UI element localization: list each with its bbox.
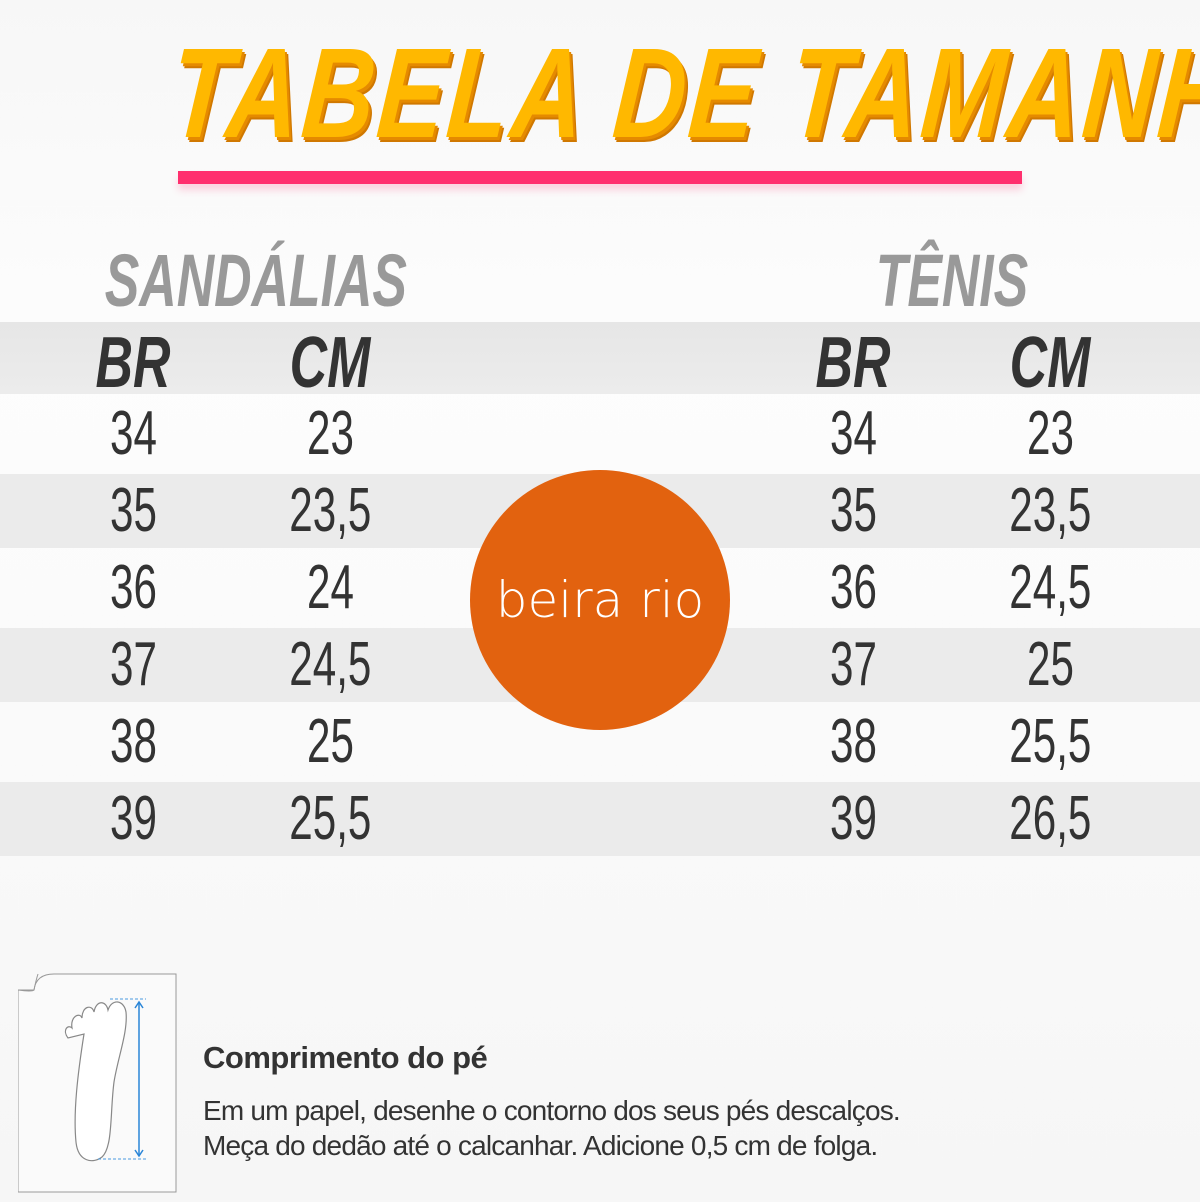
sandalias-table-cell-text: 24,5 — [288, 630, 372, 699]
title-text: TABELA DE TAMANHOS — [165, 22, 1200, 165]
tenis-table-cell-text: 39 — [829, 784, 877, 853]
sandalias-table-cell: 23 — [230, 398, 430, 469]
tenis-table-cell-text: 26,5 — [1008, 784, 1092, 853]
tenis-table-cell-text: 24,5 — [1008, 553, 1092, 622]
tenis-table-cell-text: 25,5 — [1008, 707, 1092, 776]
tenis-table-cell: 25,5 — [950, 706, 1150, 777]
sandalias-table-cell-text: 23,5 — [288, 476, 372, 545]
sandalias-label: SANDÁLIAS — [40, 238, 440, 322]
tenis-table-cell: 38 — [753, 706, 953, 777]
tenis-table-cell: 24,5 — [950, 552, 1150, 623]
sandalias-column-header-text: BR — [95, 323, 171, 403]
tenis-table-cell-text: 36 — [829, 553, 877, 622]
tenis-table-cell: 35 — [753, 475, 953, 546]
sandalias-table-cell-text: 23 — [306, 399, 354, 468]
tenis-label-text: TÊNIS — [875, 239, 1029, 322]
footer-line: Em um papel, desenhe o contorno dos seus… — [203, 1095, 901, 1126]
sandalias-table-cell: 25 — [230, 706, 430, 777]
sandalias-table-cell: 38 — [33, 706, 233, 777]
tenis-table-cell: 23 — [950, 398, 1150, 469]
tenis-table-cell: 37 — [753, 629, 953, 700]
sandalias-table-cell-text: 35 — [109, 476, 157, 545]
sandalias-table-cell: 23,5 — [230, 475, 430, 546]
sandalias-table-cell-text: 37 — [109, 630, 157, 699]
tenis-table-cell-text: 37 — [829, 630, 877, 699]
tenis-table-cell: 39 — [753, 783, 953, 854]
sandalias-table-cell-text: 38 — [109, 707, 157, 776]
sandalias-table-cell: 25,5 — [230, 783, 430, 854]
tenis-table-cell: 36 — [753, 552, 953, 623]
tenis-table-cell-text: 34 — [829, 399, 877, 468]
sandalias-table-cell-text: 36 — [109, 553, 157, 622]
tenis-table-cell-text: 23 — [1026, 399, 1074, 468]
foot-measure-icon — [18, 973, 177, 1193]
sandalias-table-cell-text: 25,5 — [288, 784, 372, 853]
footer-line: Meça do dedão até o calcanhar. Adicione … — [203, 1130, 878, 1161]
sandalias-table-cell: 36 — [33, 552, 233, 623]
header-band — [0, 322, 1200, 394]
tenis-table-cell: 34 — [753, 398, 953, 469]
tenis-table-cell-text: 25 — [1026, 630, 1074, 699]
sandalias-table-cell: 24,5 — [230, 629, 430, 700]
sandalias-table-cell: 24 — [230, 552, 430, 623]
sandalias-table-cell-text: 24 — [306, 553, 354, 622]
sandalias-table-cell-text: 34 — [109, 399, 157, 468]
footer-title: Comprimento do pé — [203, 1040, 488, 1075]
sandalias-table-cell: 34 — [33, 398, 233, 469]
tenis-column-header: CM — [950, 322, 1150, 404]
tenis-table-cell: 25 — [950, 629, 1150, 700]
sandalias-table-cell: 39 — [33, 783, 233, 854]
page-title: TABELA DE TAMANHOS — [0, 20, 1200, 165]
beira-rio-logo: beira rio — [470, 470, 730, 730]
sandalias-label-text: SANDÁLIAS — [104, 239, 407, 322]
tenis-table-cell: 26,5 — [950, 783, 1150, 854]
tenis-table-cell-text: 23,5 — [1008, 476, 1092, 545]
tenis-column-header-text: BR — [815, 323, 891, 403]
sandalias-table-cell-text: 25 — [306, 707, 354, 776]
tenis-label: TÊNIS — [752, 238, 1152, 322]
tenis-table-cell-text: 35 — [829, 476, 877, 545]
tenis-column-header-text: CM — [1009, 323, 1091, 403]
sandalias-column-header-text: CM — [289, 323, 371, 403]
sandalias-table-cell: 35 — [33, 475, 233, 546]
tenis-column-header: BR — [753, 322, 953, 404]
sandalias-column-header: BR — [33, 322, 233, 404]
tenis-table-cell-text: 38 — [829, 707, 877, 776]
title-underline — [178, 171, 1022, 184]
sandalias-table-cell-text: 39 — [109, 784, 157, 853]
logo-text: beira rio — [495, 571, 705, 629]
sandalias-column-header: CM — [230, 322, 430, 404]
row-band — [0, 782, 1200, 856]
tenis-table-cell: 23,5 — [950, 475, 1150, 546]
sandalias-table-cell: 37 — [33, 629, 233, 700]
